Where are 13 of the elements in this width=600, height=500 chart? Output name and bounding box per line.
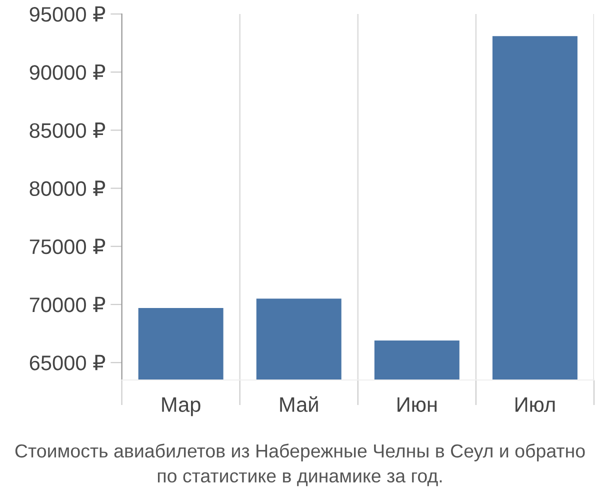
- x-tick-label: Май: [280, 396, 318, 412]
- text: по статистике в динамике за год.: [158, 472, 442, 486]
- y-tick-label: 90000 ₽: [30, 64, 106, 80]
- x-tick-label: Июн: [398, 397, 437, 412]
- y-tick-label: 80000 ₽: [30, 180, 106, 196]
- x-tick-label: Июл: [516, 397, 555, 412]
- y-tick-label: 85000 ₽: [30, 122, 106, 138]
- x-tick-label: Мар: [162, 397, 200, 416]
- y-tick-label: 70000 ₽: [30, 296, 106, 312]
- text: Стоимость авиабилетов из Набережные Челны в Сеул и обратно: [15, 444, 585, 462]
- y-tick-label: 95000 ₽: [30, 6, 106, 22]
- y-tick-label: 65000 ₽: [30, 354, 106, 370]
- y-tick-label: 75000 ₽: [30, 238, 106, 254]
